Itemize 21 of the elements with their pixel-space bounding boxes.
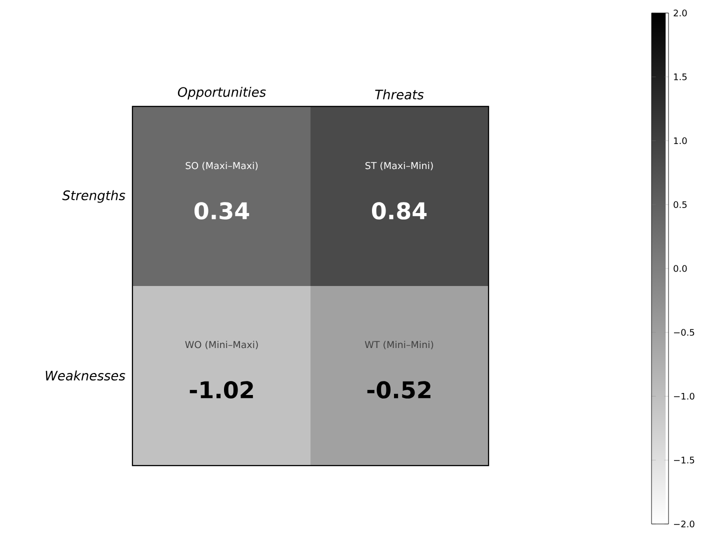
color-bar-label: 0.5 <box>674 201 687 208</box>
y-tick-label: Weaknesses <box>46 370 126 381</box>
color-bar-label: −2.0 <box>674 520 694 528</box>
color-bar-label: −0.5 <box>674 328 694 336</box>
x-tick-label: Threats <box>375 89 424 100</box>
annotation: SO (Maxi–Maxi) <box>186 162 258 170</box>
color-bar-label: 1.5 <box>674 74 687 80</box>
annotation: ST (Maxi–Mini) <box>365 162 433 170</box>
x-tick-label: Opportunities <box>178 86 266 100</box>
data-label: 0.34 <box>194 202 250 220</box>
annotation: WO (Mini–Maxi) <box>185 340 258 350</box>
data-label: -0.52 <box>367 381 430 399</box>
color-bar-label: 0.0 <box>674 265 687 272</box>
annotation: WT (Mini–Mini) <box>364 340 434 350</box>
color-bar-label: −1.0 <box>674 392 694 400</box>
color-bar-label: −1.5 <box>674 456 694 464</box>
color-bar-label: 1.0 <box>674 137 687 144</box>
color-bar-label: 2.0 <box>674 10 687 16</box>
y-tick-label: Strengths <box>62 190 126 203</box>
data-label: -1.02 <box>190 381 253 399</box>
data-label: 0.84 <box>372 202 427 220</box>
